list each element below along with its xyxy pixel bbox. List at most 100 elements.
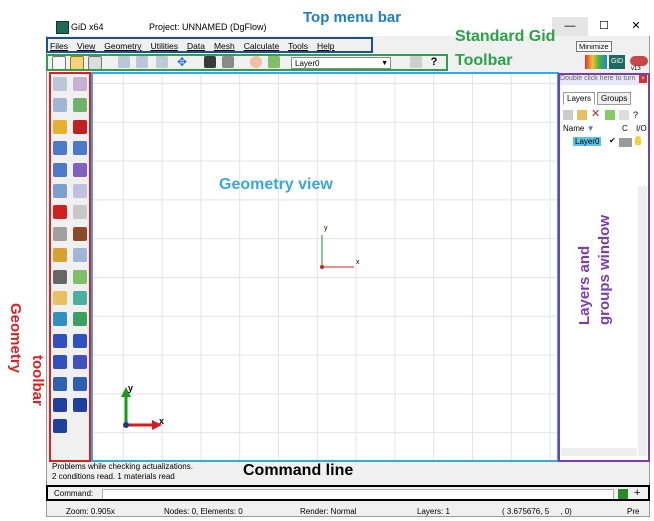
- layers-stack-icon[interactable]: [605, 110, 615, 120]
- quad-mesh-icon[interactable]: [53, 419, 67, 434]
- node-icon[interactable]: [53, 355, 67, 370]
- layers-icon[interactable]: [268, 56, 280, 68]
- col-name-label: Name: [563, 124, 585, 133]
- collapse-icon[interactable]: [73, 205, 87, 220]
- maximize-button[interactable]: ☐: [599, 20, 609, 32]
- rotate-icon[interactable]: [53, 376, 67, 391]
- new-layer-icon[interactable]: [563, 110, 573, 120]
- surface-mesh-icon[interactable]: [53, 312, 67, 327]
- label-icon[interactable]: [53, 269, 67, 284]
- menu-utilities[interactable]: Utilities: [150, 41, 178, 51]
- close-button[interactable]: ✕: [631, 20, 641, 32]
- zoom-frame-icon[interactable]: [53, 98, 67, 113]
- tab-groups[interactable]: Groups: [597, 92, 632, 105]
- surface-icon[interactable]: [53, 184, 67, 198]
- annotation-standard-toolbar: Standard Gid: [455, 28, 556, 45]
- lightbulb-icon[interactable]: [635, 136, 641, 145]
- toolbar-highlight: [46, 54, 448, 71]
- curve-icon[interactable]: [73, 333, 87, 348]
- edit-icon[interactable]: [410, 56, 422, 68]
- menu-tools[interactable]: Tools: [288, 41, 309, 51]
- col-c-header: C: [622, 124, 628, 133]
- version-badge: v13: [631, 66, 641, 72]
- line-draw-icon[interactable]: [53, 333, 67, 348]
- sort-arrow-icon: ▼: [586, 124, 595, 133]
- structured-mesh-icon[interactable]: [53, 398, 67, 412]
- corner-y-arrow: [121, 387, 131, 397]
- mesh-icon[interactable]: [73, 291, 87, 305]
- menu-help[interactable]: Help: [317, 41, 335, 51]
- volume-icon[interactable]: [73, 184, 87, 198]
- geometry-view[interactable]: y x y x: [92, 73, 558, 461]
- tab-layers[interactable]: Layers: [563, 92, 596, 105]
- help-icon[interactable]: ?: [633, 110, 639, 120]
- render-sphere-icon[interactable]: [53, 119, 67, 134]
- help-icon[interactable]: ?: [430, 56, 438, 68]
- layer-color-swatch[interactable]: [619, 138, 632, 147]
- toggle-icon[interactable]: [630, 56, 648, 66]
- crosshair-icon[interactable]: +: [634, 487, 641, 499]
- pan-icon[interactable]: ✥: [176, 55, 188, 69]
- title-bar: [46, 12, 650, 36]
- folder-icon[interactable]: [53, 291, 67, 305]
- delete-icon[interactable]: ✕: [591, 108, 601, 120]
- new-folder-icon[interactable]: [577, 110, 587, 120]
- line-icon[interactable]: [73, 119, 87, 134]
- view-axes: [121, 235, 354, 430]
- menu-geometry[interactable]: Geometry: [104, 41, 142, 51]
- status-mode: Pre: [627, 507, 640, 516]
- layers-hint[interactable]: Double click here to turn: [560, 75, 646, 85]
- menu-calculate[interactable]: Calculate: [243, 41, 280, 51]
- point-icon[interactable]: [73, 226, 87, 241]
- polyline-icon[interactable]: [73, 141, 87, 156]
- corner-origin: [123, 422, 129, 428]
- menu-data[interactable]: Data: [186, 41, 205, 51]
- print-icon[interactable]: [222, 56, 234, 68]
- col-io-header: I/O: [636, 124, 647, 133]
- col-name-header[interactable]: Name ▼: [563, 124, 595, 133]
- vertical-scrollbar[interactable]: [638, 186, 647, 456]
- menu-mesh[interactable]: Mesh: [213, 41, 235, 51]
- edit-icon[interactable]: [53, 248, 67, 263]
- arc-icon[interactable]: [53, 141, 67, 156]
- horizontal-scrollbar[interactable]: [561, 448, 637, 456]
- nurbs-icon[interactable]: [73, 162, 87, 177]
- layer-select-value: Layer0: [295, 59, 320, 68]
- annotation-layers-window: Layers and groups window: [576, 215, 613, 325]
- green-surface-icon[interactable]: [73, 312, 87, 327]
- command-log: Problems while checking actualizations. …: [52, 462, 193, 482]
- zoom-in-icon[interactable]: [118, 56, 130, 68]
- delete-icon[interactable]: [53, 205, 67, 220]
- command-log-line: Problems while checking actualizations.: [52, 462, 193, 471]
- zoom-in-icon[interactable]: [53, 77, 67, 91]
- redraw-icon[interactable]: [73, 98, 87, 113]
- layer-row-name[interactable]: Layer0: [573, 137, 602, 146]
- zoom-frame-icon[interactable]: [156, 56, 168, 68]
- hatch-icon[interactable]: [73, 248, 87, 263]
- annotation-geometry-toolbar-line2: toolbar: [29, 355, 46, 406]
- status-zoom: Zoom: 0.905x: [66, 507, 115, 516]
- zoom-out-icon[interactable]: [73, 77, 87, 91]
- mirror-icon[interactable]: [73, 376, 87, 391]
- move-icon[interactable]: [73, 355, 87, 370]
- circle-icon[interactable]: [53, 162, 67, 177]
- color-scheme-icon[interactable]: [585, 55, 607, 69]
- layers-groups-window: Double click here to turn × Layers Group…: [559, 74, 649, 461]
- send-icon[interactable]: [619, 110, 629, 120]
- triangle-mesh-icon[interactable]: [73, 398, 87, 412]
- annotation-geometry-toolbar: Geometry: [7, 303, 24, 374]
- minimize-button[interactable]: —: [552, 17, 588, 36]
- geometry-view-highlight: [91, 72, 559, 462]
- copy-icon[interactable]: [53, 226, 67, 241]
- menu-files[interactable]: Files: [50, 41, 68, 51]
- command-run-icon[interactable]: [618, 489, 628, 499]
- layer-select[interactable]: Layer0 ▼: [291, 57, 391, 69]
- layer-visible-check[interactable]: ✔: [609, 136, 616, 145]
- close-icon[interactable]: ×: [639, 75, 647, 83]
- camera-icon[interactable]: [204, 56, 216, 68]
- menu-view[interactable]: View: [76, 41, 96, 51]
- zoom-out-icon[interactable]: [136, 56, 148, 68]
- annotation-top-menu-bar: Top menu bar: [303, 9, 402, 26]
- layers-icon[interactable]: [73, 269, 87, 284]
- render-icon[interactable]: [250, 56, 262, 68]
